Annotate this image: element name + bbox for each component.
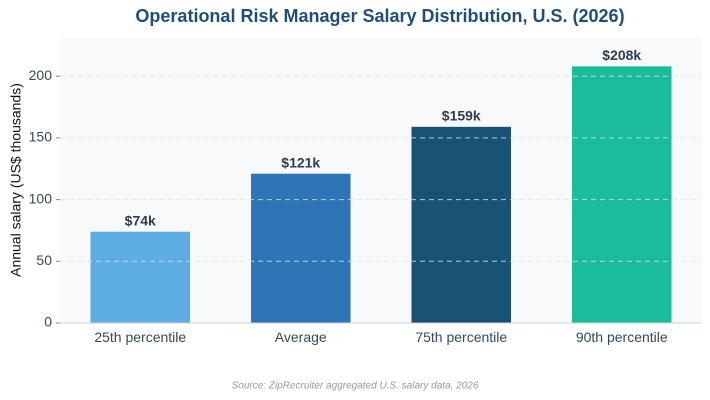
source-note: Source: ZipRecruiter aggregated U.S. sal… bbox=[232, 381, 479, 392]
value-label: $74k bbox=[125, 212, 156, 228]
value-label: $121k bbox=[281, 154, 320, 170]
x-tick-label: 90th percentile bbox=[575, 329, 668, 345]
value-label: $208k bbox=[602, 47, 641, 63]
y-tick-label: 150 bbox=[29, 129, 53, 145]
chart-title: Operational Risk Manager Salary Distribu… bbox=[135, 6, 624, 26]
bar bbox=[90, 231, 191, 323]
y-tick-label: 100 bbox=[29, 190, 53, 206]
bar bbox=[571, 66, 672, 324]
value-label: $159k bbox=[442, 108, 481, 124]
y-axis-label: Annual salary (US$ thousands) bbox=[8, 83, 24, 277]
x-tick-label: Average bbox=[274, 329, 327, 345]
bar bbox=[250, 173, 351, 323]
x-tick-label: 25th percentile bbox=[94, 329, 187, 345]
y-tick-label: 50 bbox=[36, 252, 52, 268]
y-tick-label: 0 bbox=[44, 314, 52, 330]
bar bbox=[411, 126, 512, 323]
x-tick-label: 75th percentile bbox=[415, 329, 508, 345]
y-tick-label: 200 bbox=[29, 67, 53, 83]
